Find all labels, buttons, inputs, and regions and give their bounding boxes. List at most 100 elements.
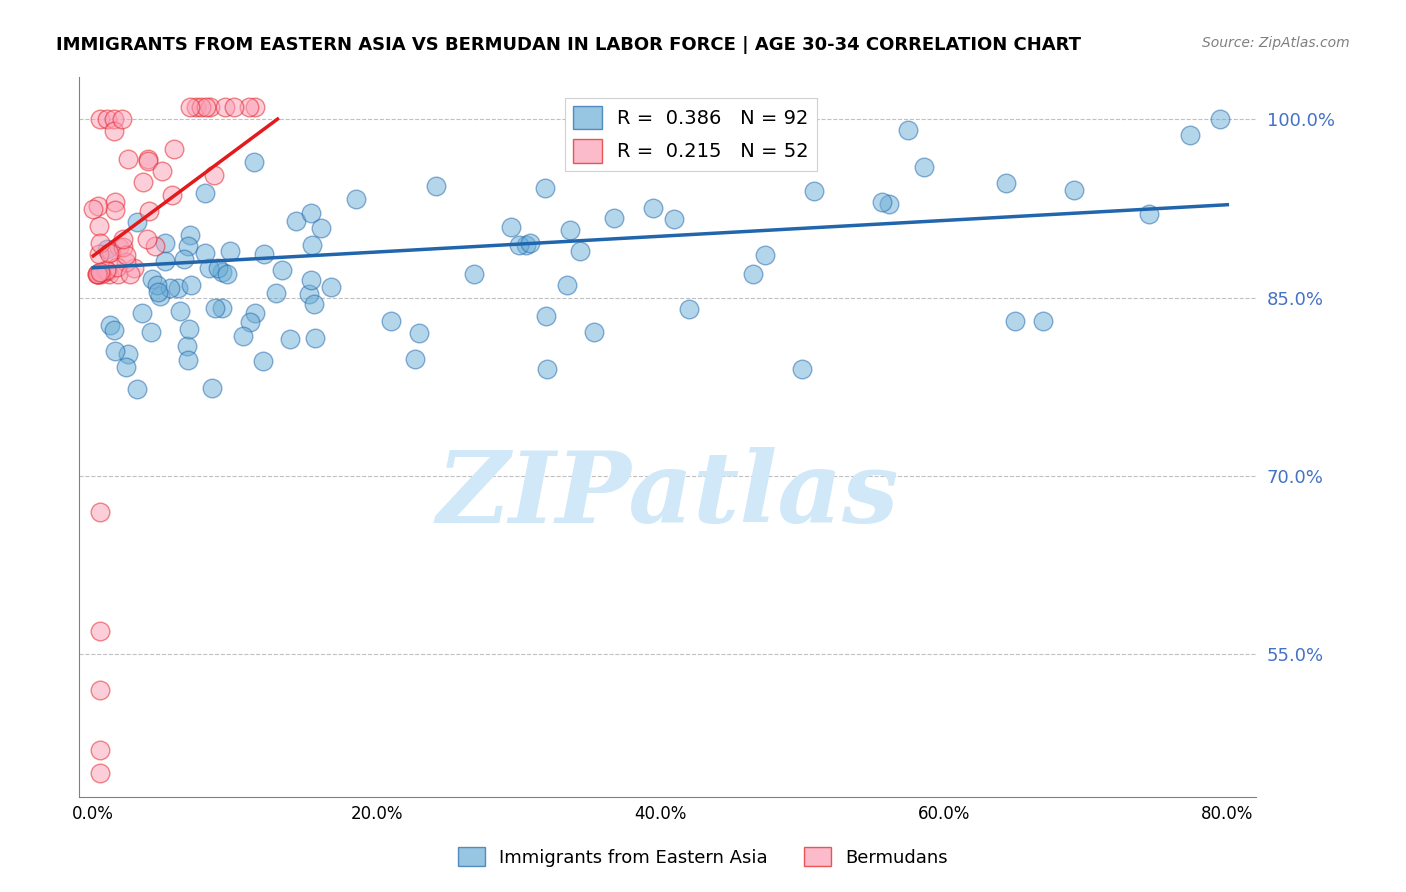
Immigrants from Eastern Asia: [741, 267, 763, 281]
Immigrants from Eastern Asia: [117, 347, 139, 361]
Bermudans: [136, 154, 159, 169]
Bermudans: [115, 254, 138, 268]
Immigrants from Eastern Asia: [125, 215, 148, 229]
Immigrants from Eastern Asia: [536, 362, 558, 376]
Immigrants from Eastern Asia: [146, 285, 169, 300]
Bermudans: [135, 231, 157, 245]
Immigrants from Eastern Asia: [912, 160, 935, 174]
Text: IMMIGRANTS FROM EASTERN ASIA VS BERMUDAN IN LABOR FORCE | AGE 30-34 CORRELATION : IMMIGRANTS FROM EASTERN ASIA VS BERMUDAN…: [56, 36, 1081, 54]
Immigrants from Eastern Asia: [98, 318, 121, 332]
Immigrants from Eastern Asia: [872, 194, 894, 209]
Immigrants from Eastern Asia: [754, 248, 776, 262]
Immigrants from Eastern Asia: [1137, 207, 1160, 221]
Immigrants from Eastern Asia: [131, 306, 153, 320]
Bermudans: [184, 100, 207, 114]
Bermudans: [89, 235, 111, 250]
Bermudans: [179, 100, 201, 114]
Immigrants from Eastern Asia: [198, 260, 221, 275]
Immigrants from Eastern Asia: [194, 186, 217, 200]
Bermudans: [112, 232, 135, 246]
Immigrants from Eastern Asia: [1178, 128, 1201, 142]
Bermudans: [111, 240, 134, 254]
Bermudans: [138, 152, 160, 166]
Bermudans: [89, 766, 111, 780]
Immigrants from Eastern Asia: [153, 235, 176, 250]
Immigrants from Eastern Asia: [180, 278, 202, 293]
Immigrants from Eastern Asia: [167, 281, 190, 295]
Immigrants from Eastern Asia: [879, 196, 901, 211]
Immigrants from Eastern Asia: [115, 360, 138, 375]
Immigrants from Eastern Asia: [603, 211, 626, 226]
Immigrants from Eastern Asia: [176, 239, 198, 253]
Immigrants from Eastern Asia: [555, 278, 578, 293]
Bermudans: [160, 187, 183, 202]
Immigrants from Eastern Asia: [232, 329, 254, 343]
Immigrants from Eastern Asia: [177, 352, 200, 367]
Bermudans: [202, 168, 225, 182]
Immigrants from Eastern Asia: [103, 323, 125, 337]
Immigrants from Eastern Asia: [790, 362, 813, 376]
Immigrants from Eastern Asia: [304, 331, 326, 345]
Immigrants from Eastern Asia: [153, 254, 176, 268]
Bermudans: [86, 267, 108, 281]
Immigrants from Eastern Asia: [139, 325, 162, 339]
Immigrants from Eastern Asia: [302, 296, 325, 310]
Immigrants from Eastern Asia: [218, 244, 240, 258]
Immigrants from Eastern Asia: [897, 122, 920, 136]
Immigrants from Eastern Asia: [159, 281, 181, 295]
Immigrants from Eastern Asia: [1063, 183, 1085, 197]
Bermudans: [118, 267, 141, 281]
Bermudans: [114, 247, 136, 261]
Immigrants from Eastern Asia: [285, 214, 308, 228]
Bermudans: [143, 239, 166, 253]
Immigrants from Eastern Asia: [146, 278, 169, 293]
Immigrants from Eastern Asia: [678, 302, 700, 317]
Bermudans: [89, 112, 111, 126]
Bermudans: [138, 203, 160, 218]
Immigrants from Eastern Asia: [572, 144, 595, 158]
Bermudans: [96, 264, 118, 278]
Immigrants from Eastern Asia: [169, 304, 191, 318]
Bermudans: [162, 142, 184, 156]
Bermudans: [190, 100, 212, 114]
Bermudans: [103, 112, 125, 126]
Bermudans: [108, 239, 131, 253]
Immigrants from Eastern Asia: [463, 267, 485, 281]
Immigrants from Eastern Asia: [309, 221, 332, 235]
Immigrants from Eastern Asia: [173, 252, 195, 267]
Bermudans: [104, 194, 127, 209]
Immigrants from Eastern Asia: [299, 206, 322, 220]
Immigrants from Eastern Asia: [179, 227, 201, 242]
Bermudans: [87, 247, 110, 261]
Bermudans: [94, 262, 117, 277]
Text: ZIPatlas: ZIPatlas: [436, 447, 898, 543]
Immigrants from Eastern Asia: [404, 352, 426, 367]
Immigrants from Eastern Asia: [298, 286, 321, 301]
Bermudans: [96, 112, 118, 126]
Bermudans: [110, 112, 132, 126]
Immigrants from Eastern Asia: [243, 155, 266, 169]
Immigrants from Eastern Asia: [176, 339, 198, 353]
Immigrants from Eastern Asia: [271, 263, 294, 277]
Bermudans: [104, 202, 127, 217]
Bermudans: [89, 742, 111, 756]
Bermudans: [105, 260, 128, 274]
Immigrants from Eastern Asia: [252, 354, 274, 368]
Bermudans: [82, 202, 104, 216]
Immigrants from Eastern Asia: [127, 383, 149, 397]
Immigrants from Eastern Asia: [515, 238, 537, 252]
Immigrants from Eastern Asia: [1004, 314, 1026, 328]
Immigrants from Eastern Asia: [204, 301, 226, 315]
Immigrants from Eastern Asia: [278, 332, 301, 346]
Immigrants from Eastern Asia: [299, 273, 322, 287]
Immigrants from Eastern Asia: [1209, 112, 1232, 126]
Bermudans: [86, 267, 108, 281]
Immigrants from Eastern Asia: [207, 260, 229, 275]
Immigrants from Eastern Asia: [408, 326, 430, 341]
Bermudans: [194, 100, 217, 114]
Immigrants from Eastern Asia: [380, 314, 402, 328]
Immigrants from Eastern Asia: [582, 325, 605, 339]
Immigrants from Eastern Asia: [104, 344, 127, 359]
Immigrants from Eastern Asia: [194, 246, 217, 260]
Bermudans: [86, 199, 108, 213]
